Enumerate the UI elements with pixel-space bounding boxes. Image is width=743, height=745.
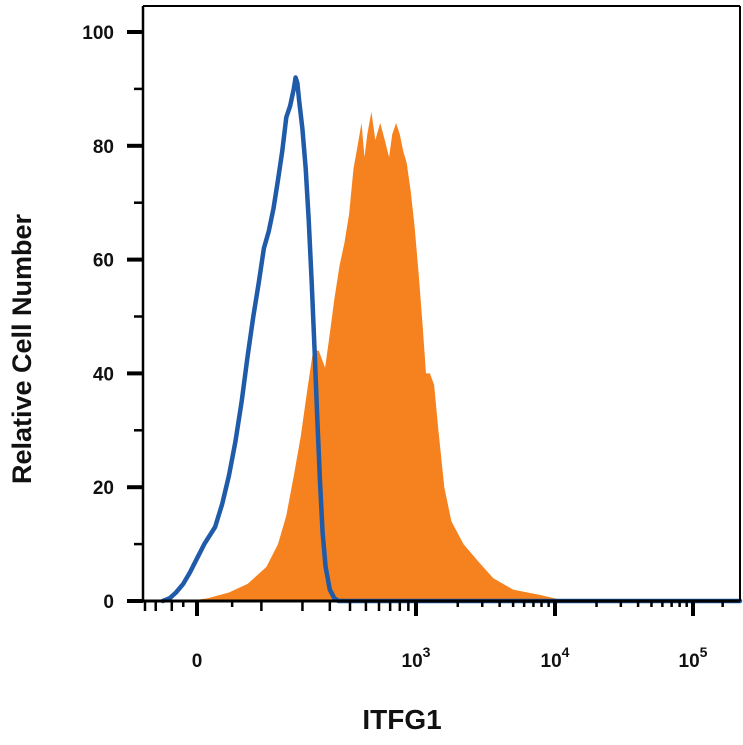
x-tick-base: 10 (402, 651, 423, 672)
y-tick-label: 40 (93, 364, 114, 385)
x-tick-base: 10 (541, 651, 562, 672)
x-tick-exponent: 3 (423, 644, 431, 660)
y-tick-label: 60 (93, 251, 114, 272)
x-tick-base: 10 (679, 651, 700, 672)
y-tick-label: 20 (93, 478, 114, 499)
x-tick-label: 104 (541, 644, 570, 672)
outline-histogram (160, 75, 743, 604)
x-tick-exponent: 4 (562, 644, 570, 660)
filled-histogram (188, 111, 566, 601)
y-tick-label: 80 (93, 137, 114, 158)
x-tick-label: 103 (402, 644, 431, 672)
y-axis-label: Relative Cell Number (7, 213, 37, 484)
x-tick-label: 105 (679, 644, 708, 672)
x-axis-label: ITFG1 (362, 704, 441, 735)
x-axis-ticks: 0 103 104 105 (143, 601, 724, 672)
y-tick-label: 100 (82, 23, 114, 44)
y-tick-label: 0 (103, 592, 114, 613)
x-tick-exponent: 5 (700, 644, 708, 660)
x-tick-base: 0 (192, 651, 203, 672)
y-axis-ticks: 0 20 40 60 80 100 (82, 23, 143, 613)
series-layer (160, 75, 743, 604)
axis-layer (141, 5, 741, 603)
x-tick-label: 0 (192, 651, 203, 672)
